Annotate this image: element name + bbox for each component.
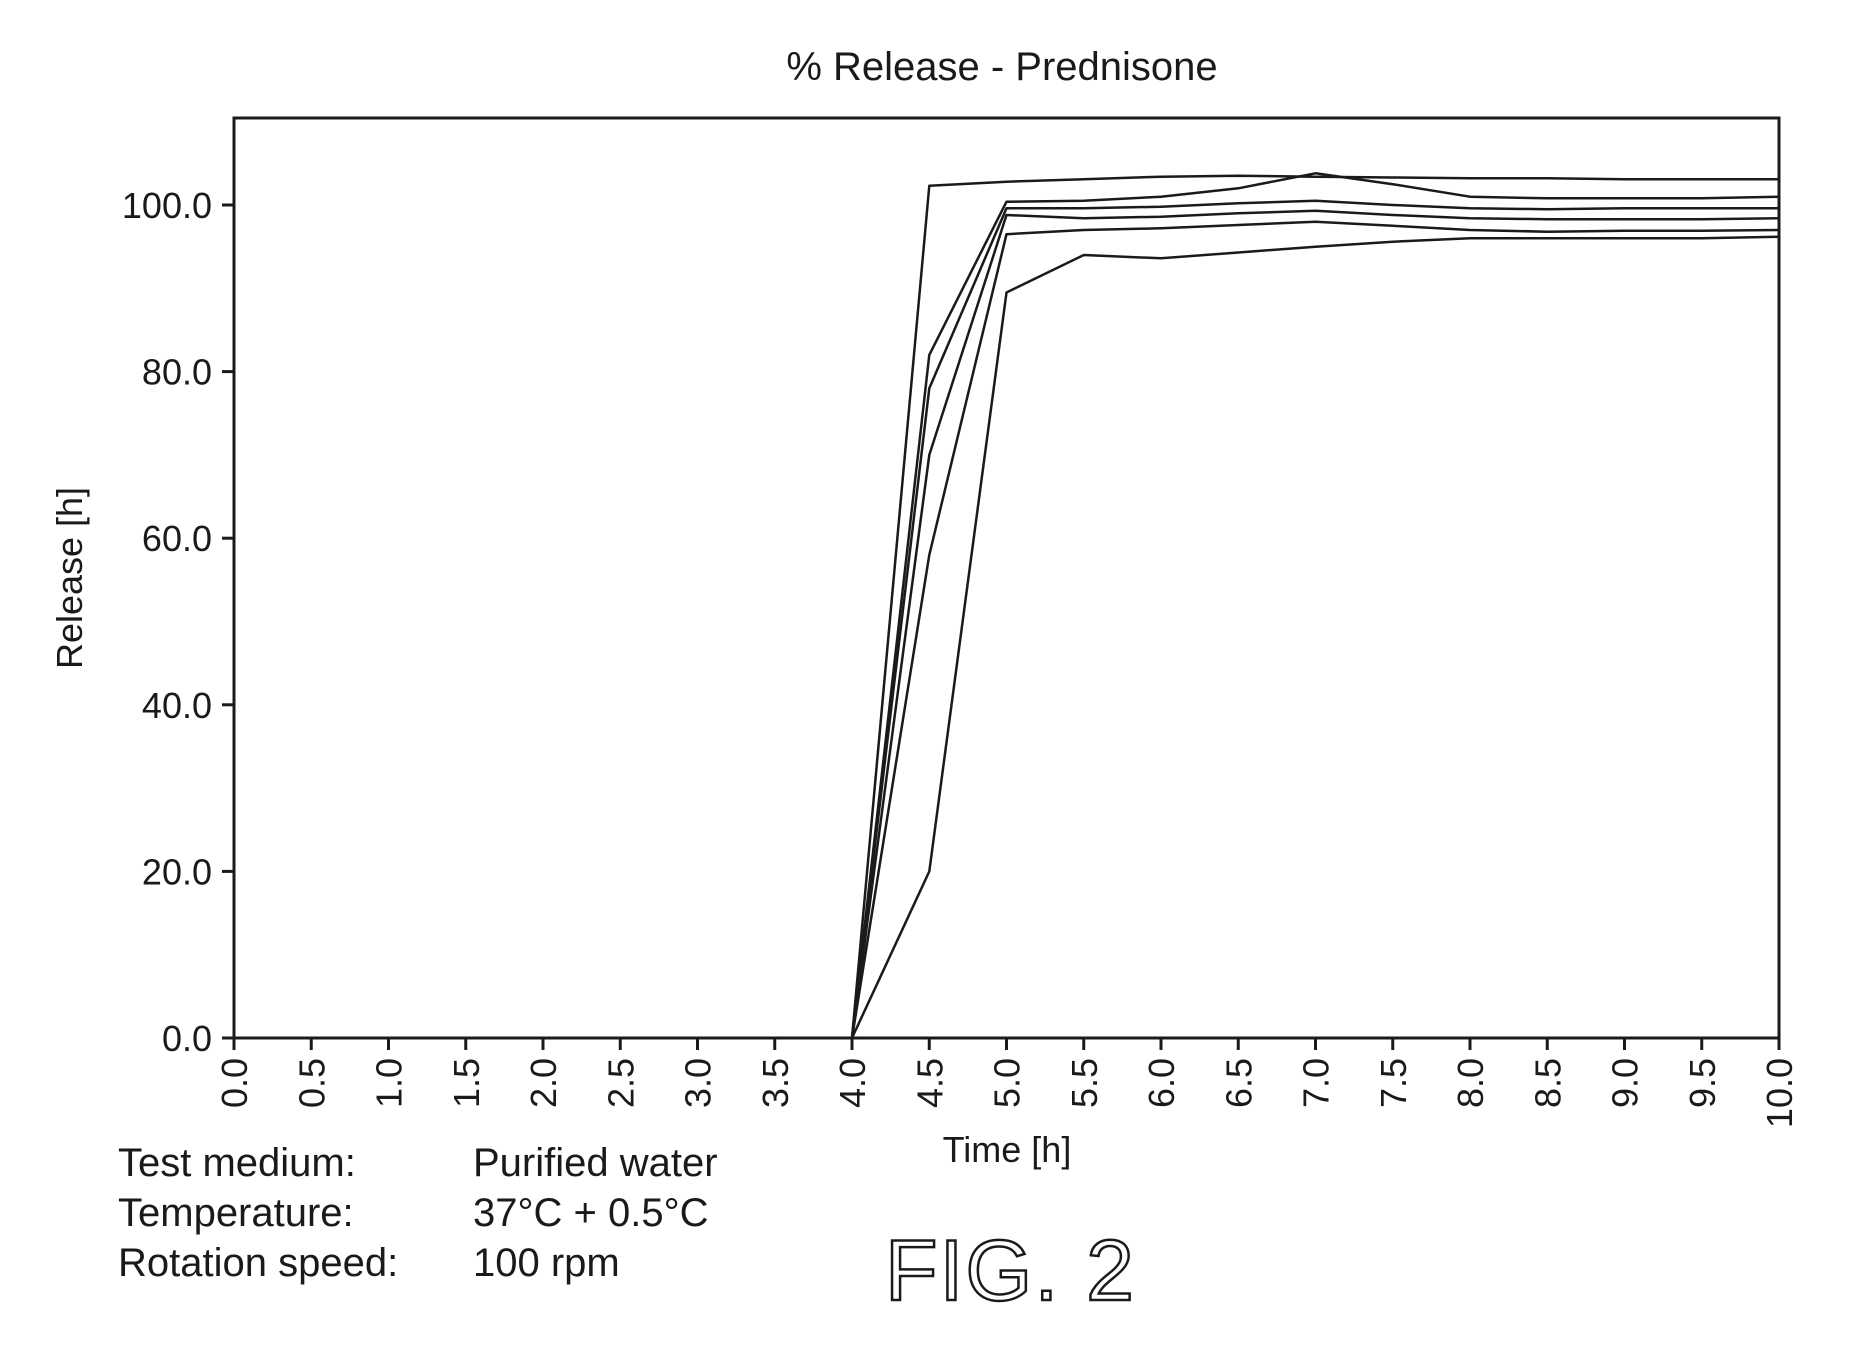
x-tick-label: 1.5: [446, 1058, 487, 1108]
x-tick-label: 3.0: [678, 1058, 719, 1108]
condition-row-temperature: Temperature: 37°C + 0.5°C: [118, 1188, 718, 1238]
x-tick-label: 9.0: [1605, 1058, 1646, 1108]
x-tick-label: 8.5: [1527, 1058, 1568, 1108]
y-tick-label: 60.0: [142, 518, 212, 559]
x-tick-label: 7.5: [1373, 1058, 1414, 1108]
x-tick-label: 7.0: [1296, 1058, 1337, 1108]
condition-row-medium: Test medium: Purified water: [118, 1138, 718, 1188]
series-line-2: [234, 173, 1779, 1038]
x-axis-label: Time [h]: [943, 1129, 1072, 1170]
series-group: [234, 173, 1779, 1038]
x-tick-label: 6.5: [1218, 1058, 1259, 1108]
x-tick-label: 2.0: [523, 1058, 564, 1108]
condition-row-rotation: Rotation speed: 100 rpm: [118, 1238, 718, 1288]
x-tick-label: 5.5: [1064, 1058, 1105, 1108]
test-conditions: Test medium: Purified water Temperature:…: [118, 1138, 718, 1288]
x-tick-label: 10.0: [1759, 1058, 1800, 1128]
condition-value: 37°C + 0.5°C: [473, 1188, 708, 1238]
series-line-6: [234, 237, 1779, 1038]
x-tick-label: 2.5: [600, 1058, 641, 1108]
y-tick-label: 20.0: [142, 851, 212, 892]
condition-label: Temperature:: [118, 1188, 473, 1238]
x-tick-label: 4.5: [909, 1058, 950, 1108]
y-tick-label: 40.0: [142, 685, 212, 726]
chart-title: % Release - Prednisone: [786, 45, 1217, 89]
x-tick-label: 6.0: [1141, 1058, 1182, 1108]
y-tick-label: 100.0: [122, 185, 212, 226]
y-axis: 0.0 20.0 40.0 60.0 80.0 100.0: [122, 185, 234, 1059]
condition-label: Test medium:: [118, 1138, 473, 1188]
x-tick-label: 4.0: [832, 1058, 873, 1108]
y-tick-label: 0.0: [162, 1018, 212, 1059]
series-line-1: [234, 176, 1779, 1038]
series-line-4: [234, 211, 1779, 1038]
x-tick-label: 1.0: [369, 1058, 410, 1108]
y-axis-label: Release [h]: [49, 487, 90, 669]
x-tick-label: 5.0: [987, 1058, 1028, 1108]
plot-frame: [234, 118, 1779, 1038]
x-axis: 0.0 0.5 1.0 1.5 2.0 2.5 3.0 3.5 4.0 4.5 5.0 5.5 6.0 6…: [214, 1038, 1800, 1128]
figure-label: FIG. 2: [885, 1222, 1136, 1321]
series-line-3: [234, 201, 1779, 1038]
series-line-5: [234, 222, 1779, 1038]
x-tick-label: 8.0: [1450, 1058, 1491, 1108]
condition-label: Rotation speed:: [118, 1238, 473, 1288]
x-tick-label: 0.5: [291, 1058, 332, 1108]
x-tick-label: 0.0: [214, 1058, 255, 1108]
y-tick-label: 80.0: [142, 352, 212, 393]
condition-value: Purified water: [473, 1138, 718, 1188]
x-tick-label: 9.5: [1682, 1058, 1723, 1108]
x-tick-label: 3.5: [755, 1058, 796, 1108]
condition-value: 100 rpm: [473, 1238, 620, 1288]
